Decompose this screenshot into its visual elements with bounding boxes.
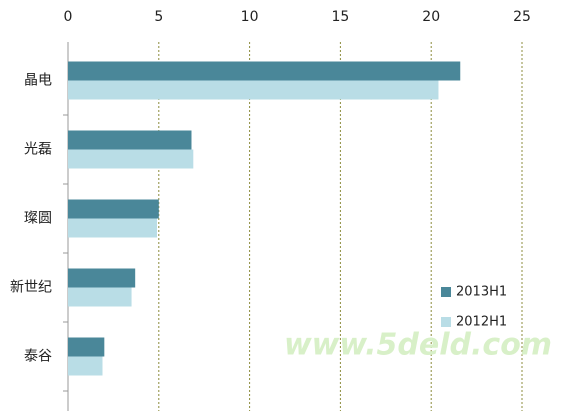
bar bbox=[68, 199, 159, 219]
bar bbox=[68, 80, 439, 100]
x-tick-label: 15 bbox=[331, 9, 349, 25]
legend-swatch bbox=[441, 287, 451, 297]
bar bbox=[68, 149, 194, 169]
bar bbox=[68, 268, 136, 288]
legend-label: 2013H1 bbox=[456, 285, 507, 300]
y-tick-label: 璨圆 bbox=[24, 211, 52, 227]
x-tick-label: 10 bbox=[241, 9, 259, 25]
legend-label: 2012H1 bbox=[456, 315, 507, 330]
y-tick-label: 新世纪 bbox=[10, 280, 52, 296]
y-tick-label: 晶电 bbox=[24, 73, 52, 89]
x-tick-label: 0 bbox=[64, 9, 73, 25]
bar bbox=[68, 61, 461, 81]
bar bbox=[68, 130, 192, 150]
bar bbox=[68, 218, 157, 238]
x-tick-label: 20 bbox=[422, 9, 440, 25]
watermark: www.5deld.com bbox=[284, 328, 552, 363]
x-tick-label: 5 bbox=[154, 9, 163, 25]
y-tick-label: 光磊 bbox=[24, 142, 52, 158]
bar bbox=[68, 356, 103, 376]
bar bbox=[68, 287, 132, 307]
legend-swatch bbox=[441, 317, 451, 327]
y-tick-label: 泰谷 bbox=[24, 349, 52, 365]
bar bbox=[68, 337, 105, 357]
x-tick-label: 25 bbox=[513, 9, 531, 25]
